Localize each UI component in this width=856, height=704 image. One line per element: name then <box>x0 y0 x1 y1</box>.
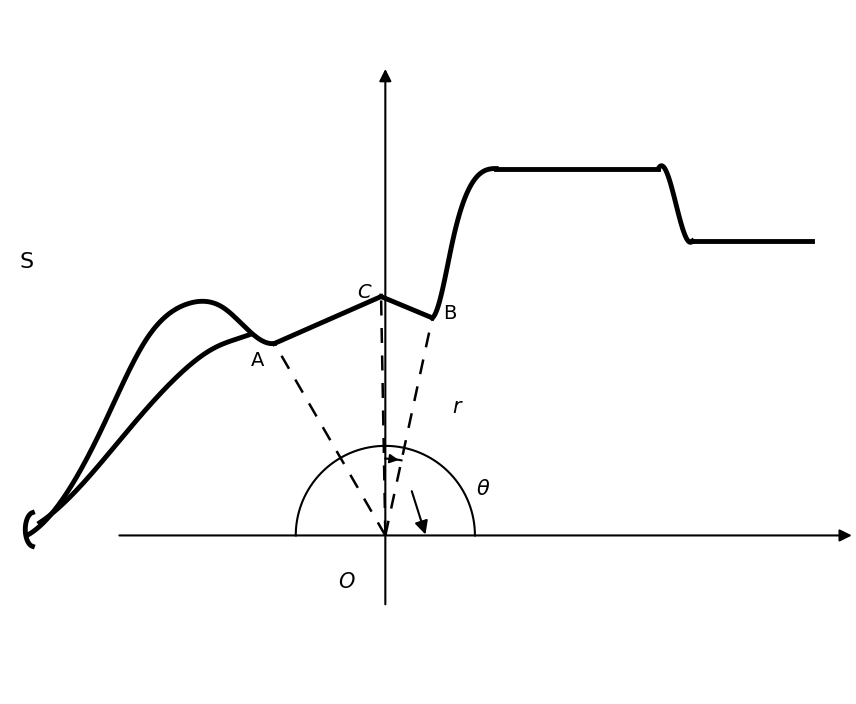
Text: S: S <box>20 253 34 272</box>
Text: B: B <box>443 304 456 323</box>
Text: $O$: $O$ <box>338 572 356 592</box>
Text: A: A <box>251 351 264 370</box>
Text: $r$: $r$ <box>452 398 464 417</box>
Text: $\theta$: $\theta$ <box>476 479 490 498</box>
Text: C: C <box>357 283 371 302</box>
